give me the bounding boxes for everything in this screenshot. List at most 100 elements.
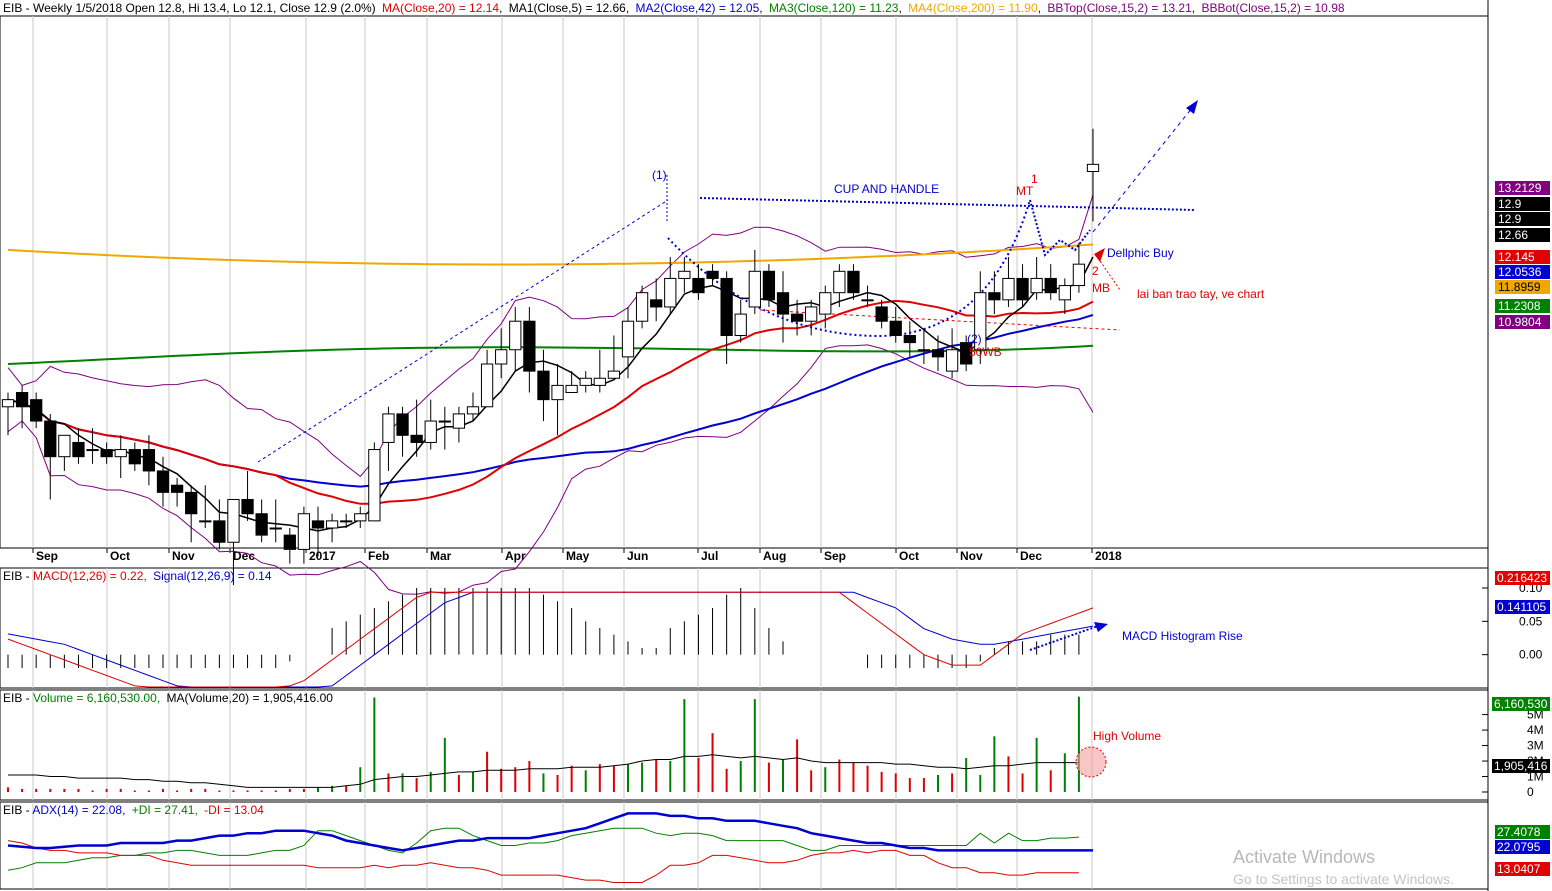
x-tick-label: Mar [430, 549, 452, 563]
annotation-two: 2 [1092, 264, 1099, 278]
candle-body [847, 270, 860, 294]
x-tick-label: 2017 [309, 549, 336, 563]
candle-body [495, 349, 508, 365]
volume-ma-line [8, 754, 1079, 788]
macd-rise-arrow-head [1094, 622, 1108, 632]
pane-frame [0, 567, 1489, 689]
ma5-line [7, 256, 1094, 532]
candle-body [86, 449, 99, 452]
candle-body [199, 520, 212, 523]
volume-value-label: 6,160,530 [1494, 697, 1548, 711]
candle-body [311, 520, 325, 529]
candle-body [706, 270, 719, 279]
candle-body [607, 370, 621, 379]
x-tick-label: Feb [368, 549, 389, 563]
macd-header: EIB - MACD(12,26) = 0.22, Signal(12,26,9… [3, 569, 272, 583]
macd-value-bg [1495, 571, 1550, 585]
candle-body [382, 413, 395, 443]
candle-body [1044, 277, 1057, 294]
candle-body [156, 470, 170, 493]
rim-line-dotted [699, 197, 1196, 211]
bb-top-line [7, 194, 1094, 478]
candle-body [565, 384, 578, 394]
candle-body [185, 491, 198, 515]
price-label: 10.9804 [1498, 315, 1542, 329]
candle-body [776, 292, 790, 315]
price-header-ma120: MA3(Close,120) = 11.23 [769, 1, 899, 15]
macd-value-label: 0.141105 [1497, 600, 1546, 614]
volume-tick-label: 0 [1527, 785, 1534, 799]
price-label-bg [1495, 197, 1550, 211]
candle-body [1016, 277, 1029, 301]
candle-body [1072, 263, 1086, 287]
candle-body [72, 441, 85, 458]
candle-body [678, 270, 691, 279]
candle-body [30, 399, 43, 422]
price-label-bg [1495, 250, 1550, 264]
adx-header-mdi: -DI = 13.04 [204, 803, 264, 817]
candle-body [44, 420, 57, 458]
dellphic-arrow [1094, 248, 1105, 262]
candle-body [650, 299, 663, 308]
annotation-50wb: 50WB [969, 345, 1002, 359]
adx-value-bg [1495, 825, 1550, 839]
x-tick-label: Jun [627, 549, 648, 563]
x-tick-label: Aug [763, 549, 786, 563]
candle-body [875, 306, 888, 322]
candle-body [128, 449, 141, 465]
target-arrow-line [1092, 107, 1193, 233]
price-label-bg [1495, 181, 1550, 195]
annotation-lai-ban: lai ban trao tay, ve chart [1137, 287, 1265, 301]
price-label: 12.0536 [1498, 265, 1542, 279]
price-label-bg [1495, 315, 1550, 329]
candle-body [213, 520, 226, 543]
candle-body [917, 349, 931, 352]
macd-tick-label: 0.00 [1519, 648, 1543, 662]
x-tick-label: Nov [172, 549, 195, 563]
macd-tick-label: 0.05 [1519, 614, 1543, 628]
candles [1, 128, 1100, 586]
candle-body [396, 413, 409, 436]
candle-body [452, 413, 466, 429]
candle-body [734, 313, 747, 336]
x-tick-label: May [566, 549, 590, 563]
candle-body [593, 377, 606, 386]
volume-header-volume: Volume = 6,160,530.00, [33, 691, 160, 705]
macd-value-label: 0.216423 [1497, 571, 1547, 585]
candle-body [805, 306, 818, 322]
annotation-mb: MB [1092, 281, 1110, 295]
ma20-line [7, 299, 1094, 505]
bb-bottom-line [7, 344, 1094, 595]
pane-frame [0, 15, 1489, 549]
candle-body [438, 420, 451, 423]
x-tick-label: Dec [1020, 549, 1042, 563]
ma120-line [7, 344, 1094, 365]
price-header-ma200: MA4(Close,200) = 11.90 [908, 1, 1038, 15]
x-tick-label: Jul [701, 549, 718, 563]
price-header-prefix: EIB - Weekly 1/5/2018 Open 12.8, Hi 13.4… [3, 1, 376, 15]
annotation-cup-handle: CUP AND HANDLE [834, 182, 939, 196]
price-header: EIB - Weekly 1/5/2018 Open 12.8, Hi 13.4… [3, 1, 1345, 15]
price-label-bg [1495, 299, 1550, 313]
volume-tick-label: 1M [1527, 770, 1544, 784]
candle-body [100, 449, 113, 458]
price-label: 12.66 [1498, 228, 1528, 242]
price-label: 12.9 [1498, 212, 1522, 226]
adx-header-prefix: EIB - [3, 803, 32, 817]
candle-body [424, 420, 437, 443]
grid-lines: Sep Oct Nov Dec 2017 Feb Mar Apr May Jun Jul Aug Sep… [32, 16, 1122, 889]
volume-value-bg [1492, 697, 1550, 711]
candle-body [227, 498, 240, 543]
volume-tick-label: 3M [1527, 739, 1544, 753]
candle-body [466, 406, 480, 415]
candle-body [255, 513, 268, 536]
candle-body [537, 370, 550, 401]
candle-body [974, 292, 987, 351]
cup-curve-dotted [667, 199, 1031, 338]
candle-body [819, 292, 832, 315]
macd-value-bg [1495, 600, 1550, 614]
price-label: 12.145 [1498, 250, 1535, 264]
